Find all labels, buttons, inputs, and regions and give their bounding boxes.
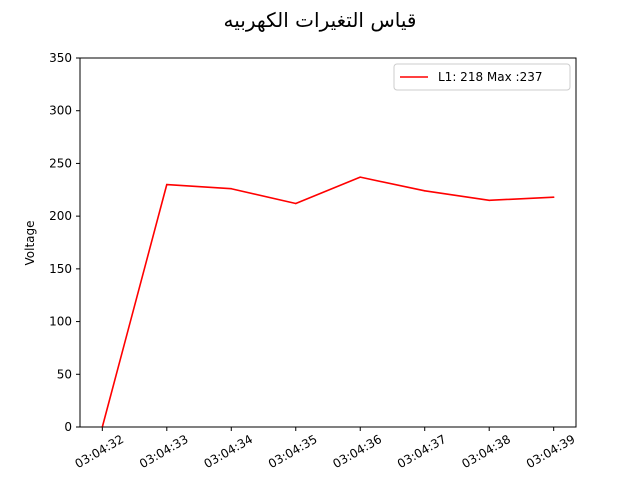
y-tick-label: 100 [49, 315, 72, 329]
legend-entry: L1: 218 Max :237 [438, 70, 542, 84]
legend-box [393, 63, 571, 91]
y-tick-label: 50 [57, 367, 72, 381]
y-tick-label: 300 [49, 104, 72, 118]
plot-frame [79, 57, 577, 428]
legend: L1: 218 Max :237 [393, 63, 571, 91]
x-tick-label: 03:04:39 [524, 432, 578, 471]
y-tick-label: 250 [49, 156, 72, 170]
y-axis: 0 50 100 150 200 250 300 350 [49, 51, 80, 434]
x-tick-label: 03:04:33 [137, 432, 191, 471]
x-tick-label: 03:04:37 [395, 432, 449, 471]
y-tick-label: 150 [49, 262, 72, 276]
data-point [488, 199, 491, 202]
y-tick-label: 0 [64, 420, 72, 434]
data-point [294, 202, 297, 205]
data-point [423, 190, 426, 192]
x-axis: 03:04:32 03:04:33 03:04:34 03:04:35 03:04:36… [72, 427, 578, 471]
data-point [552, 196, 555, 198]
series-line [101, 176, 554, 428]
y-tick-label: 200 [49, 209, 72, 223]
data-point [230, 187, 233, 190]
x-tick-label: 03:04:35 [266, 432, 320, 471]
series-group [101, 176, 555, 428]
x-tick-label: 03:04:38 [459, 432, 513, 471]
y-axis-label: Voltage [23, 220, 37, 265]
x-tick-label: 03:04:36 [330, 432, 384, 471]
y-tick-label: 350 [49, 51, 72, 65]
data-point [359, 176, 362, 178]
x-tick-label: 03:04:32 [72, 432, 126, 471]
x-tick-label: 03:04:34 [201, 432, 255, 471]
chart-title: قياس التغيرات الكهربيه [224, 8, 417, 32]
data-point [166, 183, 168, 186]
